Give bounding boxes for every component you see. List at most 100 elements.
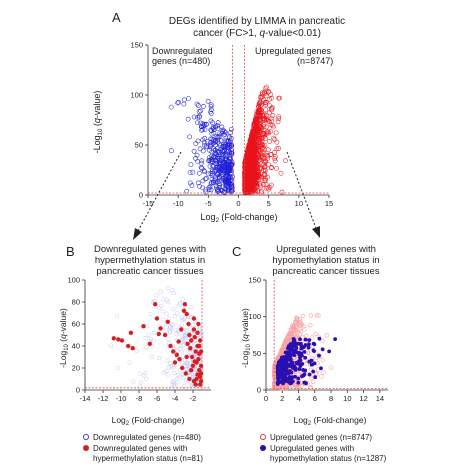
- panel-a-y-tick-label: 150: [130, 41, 143, 50]
- panel-b-hyper-point: [179, 327, 184, 332]
- panel-a-up-point: [262, 99, 268, 105]
- panel-a-up-point: [255, 132, 261, 137]
- panel-a-xlabel: Log2 (Fold-change): [201, 212, 278, 224]
- panel-a-up-point: [272, 156, 278, 162]
- panel-c-up-point: [302, 327, 307, 332]
- panel-c-hypo-point: [311, 348, 316, 353]
- panel-a-up-point: [267, 96, 272, 102]
- panel-a-up-point: [242, 170, 248, 176]
- panel-a-down-point: [209, 131, 215, 137]
- panel-a-up-point: [278, 170, 284, 176]
- panel-a-up-point: [250, 128, 256, 134]
- panel-a-up-point: [276, 116, 282, 122]
- panel-b-down-point: [183, 361, 188, 366]
- panel-b-down-point: [166, 365, 171, 370]
- legend-hypo-marker: [260, 445, 266, 451]
- panel-c-up-point: [308, 385, 314, 390]
- panel-b-hyper-point: [168, 343, 173, 349]
- panel-a-up-point: [248, 159, 254, 165]
- panel-b-hyper-point: [186, 321, 191, 327]
- panel-c-up-point: [314, 313, 320, 318]
- panel-b-down-point: [134, 348, 139, 353]
- panel-b-down-point: [174, 311, 180, 316]
- panel-a-down-point: [210, 124, 216, 130]
- panel-c-hypo-point: [286, 362, 291, 367]
- panel-a-down-point: [218, 188, 224, 193]
- panel-a-down-point: [215, 139, 221, 145]
- panel-b-down-point: [161, 317, 166, 322]
- panel-b-hyper-point: [198, 338, 203, 343]
- panel-c-up-point: [292, 323, 297, 329]
- panel-a-down-point: [219, 138, 224, 144]
- panel-a-down-point: [200, 178, 206, 184]
- panel-c-up-point: [319, 374, 324, 379]
- panel-c-xlabel: Log2 (Fold-change): [294, 415, 367, 427]
- panel-b-down-point: [182, 358, 187, 363]
- panel-b-legend: Downregulated genes (n=480) Downregulate…: [83, 433, 203, 463]
- panel-c-hypo-point: [300, 345, 305, 350]
- panel-c-up-point: [294, 316, 300, 321]
- panel-b-hyper-point: [187, 332, 192, 338]
- arrow-to-panel-b: [137, 151, 182, 232]
- panel-c-hypo-point: [285, 353, 290, 358]
- panel-b-down-point: [162, 370, 167, 375]
- panel-c-y-tick-label: 150: [248, 276, 261, 285]
- panel-a-up-point: [276, 114, 282, 120]
- panel-a-down-point: [181, 101, 187, 107]
- panel-b-down-point: [164, 325, 169, 330]
- panel-b-down-point: [158, 289, 163, 294]
- panel-c-hypo-point: [288, 369, 293, 373]
- panel-a-up-point: [253, 181, 259, 187]
- panel-a-x-tick-label: 0: [236, 199, 240, 208]
- panel-b-down-point: [146, 332, 151, 337]
- panel-c-up-point: [299, 383, 305, 389]
- panel-a-down-point: [211, 154, 216, 160]
- panel-a-down-point: [222, 179, 228, 184]
- panel-c-hypo-point: [333, 337, 338, 342]
- panel-c-up-point: [294, 334, 299, 339]
- panel-b-down-point: [179, 349, 185, 354]
- legend-down-marker: [83, 433, 90, 440]
- panel-a-up-point: [249, 139, 255, 145]
- panel-a-up-point: [245, 151, 251, 156]
- panel-b-hyper-point: [176, 339, 181, 344]
- panel-a-up-point: [248, 139, 254, 145]
- panel-c-up-point: [299, 322, 304, 328]
- panel-b-down-point: [182, 316, 187, 321]
- panel-a-down-point: [210, 126, 216, 131]
- panel-b-down-point: [177, 302, 182, 307]
- panel-b-title-line1: Downregulated genes with: [94, 244, 206, 255]
- panel-c-up-point: [272, 383, 277, 389]
- panel-a-up-point: [263, 185, 269, 191]
- panel-a-up-point: [257, 138, 263, 143]
- panel-a-up-point: [271, 135, 276, 141]
- panel-a-down-point: [209, 149, 215, 155]
- panel-b-plot: -14 -12 -10 -8 -6 -4 -2 0 20 40 60 80 100: [67, 276, 211, 403]
- panel-a-down-point: [209, 107, 214, 113]
- panel-b-y-tick-label: 0: [76, 386, 80, 395]
- panel-a-up-point: [270, 113, 276, 119]
- panel-b-down-point: [138, 380, 144, 385]
- panel-a-down-point: [203, 187, 208, 193]
- panel-b-hyper-point: [147, 341, 152, 346]
- panel-a-down-point: [181, 97, 187, 103]
- panel-a-up-point: [253, 150, 259, 155]
- panel-a-y-tick-label: 50: [135, 141, 143, 150]
- panel-a-up-point: [266, 162, 271, 168]
- panel-b-down-point: [190, 322, 196, 328]
- panel-b-down-point: [175, 348, 180, 353]
- panel-c-hypo-point: [279, 367, 284, 371]
- panel-a-up-point: [263, 107, 269, 113]
- panel-c-x-tick-label: 10: [343, 394, 351, 403]
- panel-a-up-point: [264, 153, 270, 158]
- panel-a-down-point: [216, 174, 222, 180]
- panel-c-up-point: [279, 386, 284, 391]
- panel-b-down-point: [170, 322, 175, 327]
- panel-b-down-point: [166, 299, 171, 305]
- legend-up-marker: [259, 433, 266, 440]
- panel-b-hyper-point: [162, 332, 168, 338]
- panel-c-hypo-point: [317, 336, 322, 341]
- panel-c-hypo-point: [307, 338, 312, 343]
- panel-a-up-point: [279, 189, 285, 195]
- panel-b-down-point: [131, 379, 136, 384]
